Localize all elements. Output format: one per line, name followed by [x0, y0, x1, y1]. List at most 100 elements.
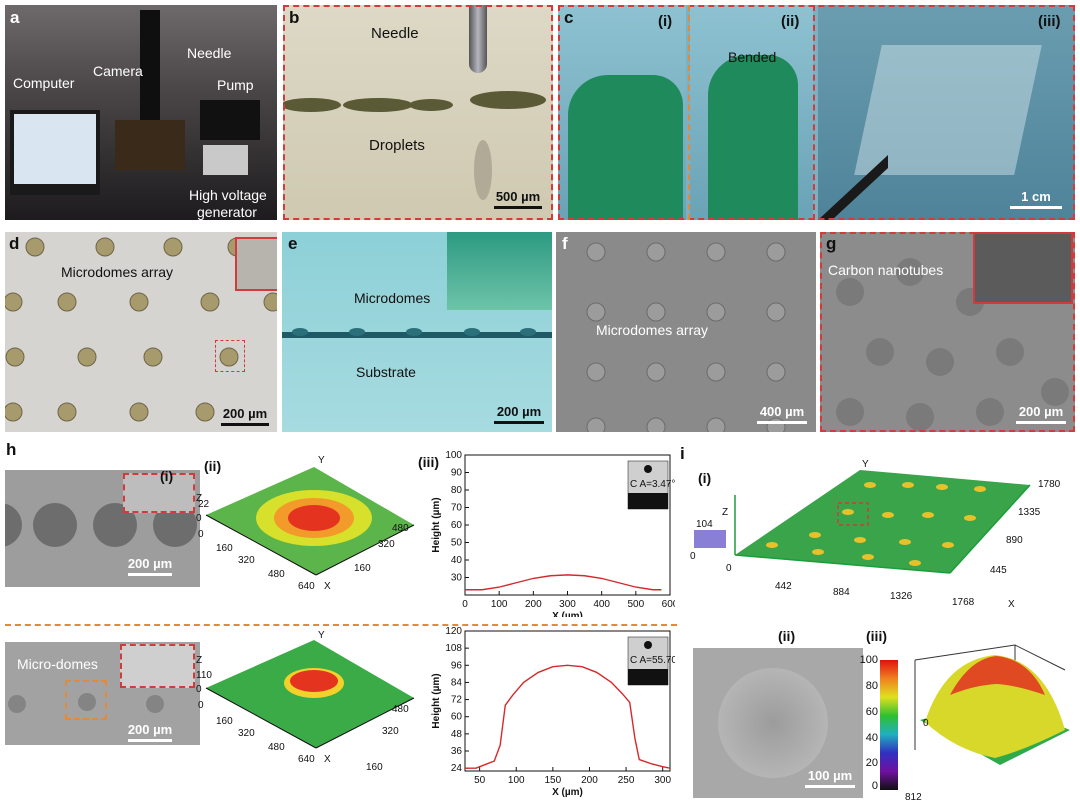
frame-g [820, 232, 1075, 432]
x-tick-label: 0 [462, 599, 468, 610]
scalebar-g: 200 µm [1012, 404, 1070, 424]
contact-angle-value: C A=3.47° [630, 479, 675, 490]
y-tick-label: 72 [451, 695, 463, 706]
y-tick-label: 60 [451, 520, 463, 531]
h-top-xt3: 640 [298, 581, 315, 590]
x-tick-label: 500 [627, 599, 644, 610]
contact-angle-droplet [644, 641, 652, 649]
x-tick-label: 600 [662, 599, 675, 610]
i-yt2: 1335 [1018, 507, 1041, 518]
series-line [465, 574, 662, 591]
plot-frame [464, 630, 671, 772]
x-tick-label: 100 [508, 775, 525, 786]
divider-c1 [688, 5, 690, 220]
dome-x-tick: 812 [905, 792, 922, 800]
label-h-iii: (iii) [418, 454, 439, 470]
label-substrate: Substrate [356, 364, 416, 380]
label-h-ii: (ii) [204, 458, 222, 474]
h-bot-xt3: 640 [298, 754, 315, 765]
y-axis-label: Height (µm) [431, 673, 442, 728]
h-top-z-axis: Z [196, 493, 202, 504]
scalebar-d-text: 200 µm [222, 406, 268, 421]
h-top-y-axis: Y [318, 455, 325, 466]
label-h-i: (i) [160, 470, 174, 484]
scalebar-b-text: 500 µm [495, 189, 541, 204]
h-top-xt1: 320 [238, 555, 255, 566]
panel-c: c (i) (ii) (iii) Bended 1 cm [558, 5, 1075, 220]
label-droplets: Droplets [369, 137, 425, 154]
panel-d-label: d [9, 234, 20, 253]
caption-d: Microdomes array [61, 264, 174, 280]
surface-plot-h-top: Y Z 22 0 0 160 320 480 640 X 160 320 480 [196, 455, 415, 590]
label-camera: Camera [93, 63, 143, 79]
h-top-yt2: 480 [392, 523, 409, 534]
h-top-x-axis: X [324, 581, 331, 590]
surface-plot-i-dome: 0 812 [905, 644, 1070, 800]
label-microdomes-e: Microdomes [354, 290, 431, 306]
x-tick-label: 300 [559, 599, 576, 610]
y-tick-label: 90 [451, 468, 463, 479]
scalebar-h-bottom: 200 µm [117, 722, 183, 742]
i-yt0: 445 [990, 565, 1007, 576]
height-profile-chart-top: 0 100 200 300 400 500 600 30 40 50 60 70 80 90 100 X (µ… [431, 450, 675, 617]
i-xt2: 1326 [890, 591, 913, 602]
x-tick-label: 250 [618, 775, 635, 786]
scalebar-d: 200 µm [217, 406, 273, 426]
i-z0: 0 [690, 551, 696, 562]
h-bot-xt0: 160 [216, 716, 233, 727]
h-bot-z0: 0 [196, 684, 202, 695]
panel-i-ii: 100 µm [693, 648, 863, 798]
label-computer: Computer [13, 75, 75, 91]
label-hv1: High voltage [189, 187, 267, 203]
surface-plot-i-map: Y Z 104 0 0 442 884 1326 1768 X 445 890 … [690, 459, 1061, 610]
scalebar-c: 1 cm [1006, 189, 1066, 209]
i-yt1: 890 [1006, 535, 1023, 546]
scalebar-b: 500 µm [489, 189, 547, 209]
y-tick-label: 48 [451, 729, 463, 740]
h-bot-y-axis: Y [318, 630, 325, 641]
label-micro-domes: Micro-domes [17, 656, 98, 672]
h-bot-xt1: 320 [238, 728, 255, 739]
x-tick-label: 200 [581, 775, 598, 786]
panel-g-label: g [826, 234, 837, 253]
h-top-z1: 22 [198, 499, 210, 510]
scalebar-f: 400 µm [752, 404, 812, 424]
i-y-axis: Y [862, 459, 869, 470]
panel-f-label: f [562, 234, 568, 253]
y-tick-label: 96 [451, 660, 463, 671]
x-axis-label: X (µm) [552, 787, 583, 798]
scalebar-h-top-text: 200 µm [127, 556, 173, 571]
y-tick-label: 70 [451, 503, 463, 514]
panel-e: e Microdomes Substrate 200 µm [282, 232, 552, 432]
label-c-ii: (ii) [781, 13, 800, 30]
label-c-i: (i) [658, 13, 673, 30]
label-hv2: generator [197, 204, 257, 220]
scalebar-i: 100 µm [801, 768, 859, 788]
panel-a: a Computer Camera Needle Pump High volta… [5, 5, 277, 220]
dome-origin: 0 [923, 718, 929, 729]
panel-a-label: a [10, 8, 20, 27]
label-bended: Bended [728, 49, 777, 65]
i-z1: 104 [696, 519, 713, 530]
x-tick-label: 50 [474, 775, 486, 786]
y-axis-label: Height (µm) [431, 497, 442, 552]
x-tick-label: 400 [593, 599, 610, 610]
scalebar-e-text: 200 µm [496, 404, 542, 419]
i-xt3: 1768 [952, 597, 975, 608]
h-bot-yt1: 320 [382, 726, 399, 737]
y-tick-label: 80 [451, 485, 463, 496]
h-bot-z1: 110 [196, 670, 212, 681]
i-origin: 0 [726, 563, 732, 574]
y-tick-label: 84 [451, 677, 463, 688]
monitor [10, 110, 100, 195]
y-tick-label: 100 [445, 450, 462, 461]
i-xt0: 442 [775, 581, 792, 592]
h-bot-xt2: 480 [268, 742, 285, 753]
colorbar-tick-80: 80 [865, 680, 878, 692]
colorbar-tick-40: 40 [865, 732, 878, 744]
h-top-yt1: 320 [378, 539, 395, 550]
h-top-yt0: 160 [354, 563, 371, 574]
colorbar-tick-60: 60 [865, 706, 878, 718]
h-top-xt2: 480 [268, 569, 285, 580]
h-bot-x-axis: X [324, 754, 331, 765]
